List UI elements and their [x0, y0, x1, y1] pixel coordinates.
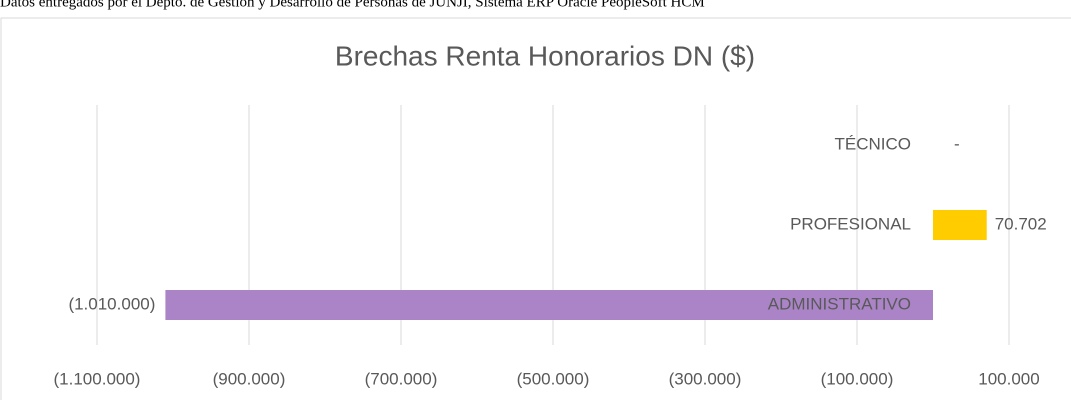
category-label: PROFESIONAL — [790, 214, 911, 233]
x-tick-label: (700.000) — [365, 369, 438, 388]
category-label: ADMINISTRATIVO — [768, 294, 911, 313]
x-tick-label: (100.000) — [821, 369, 894, 388]
category-label: TÉCNICO — [835, 134, 912, 153]
x-tick-label: (900.000) — [213, 369, 286, 388]
bar — [165, 290, 933, 320]
x-tick-label: (300.000) — [669, 369, 742, 388]
x-tick-label: 100.000 — [978, 369, 1039, 388]
chart-border — [0, 17, 1071, 400]
x-tick-label: (1.100.000) — [54, 369, 141, 388]
bar — [933, 210, 987, 240]
caption: Datos entregados por el Depto. de Gestió… — [0, 0, 705, 10]
chart-title: Brechas Renta Honorarios DN ($) — [335, 40, 755, 71]
data-label: - — [954, 134, 960, 153]
data-label: (1.010.000) — [68, 294, 155, 313]
data-label: 70.702 — [995, 214, 1047, 233]
x-tick-label: (500.000) — [517, 369, 590, 388]
